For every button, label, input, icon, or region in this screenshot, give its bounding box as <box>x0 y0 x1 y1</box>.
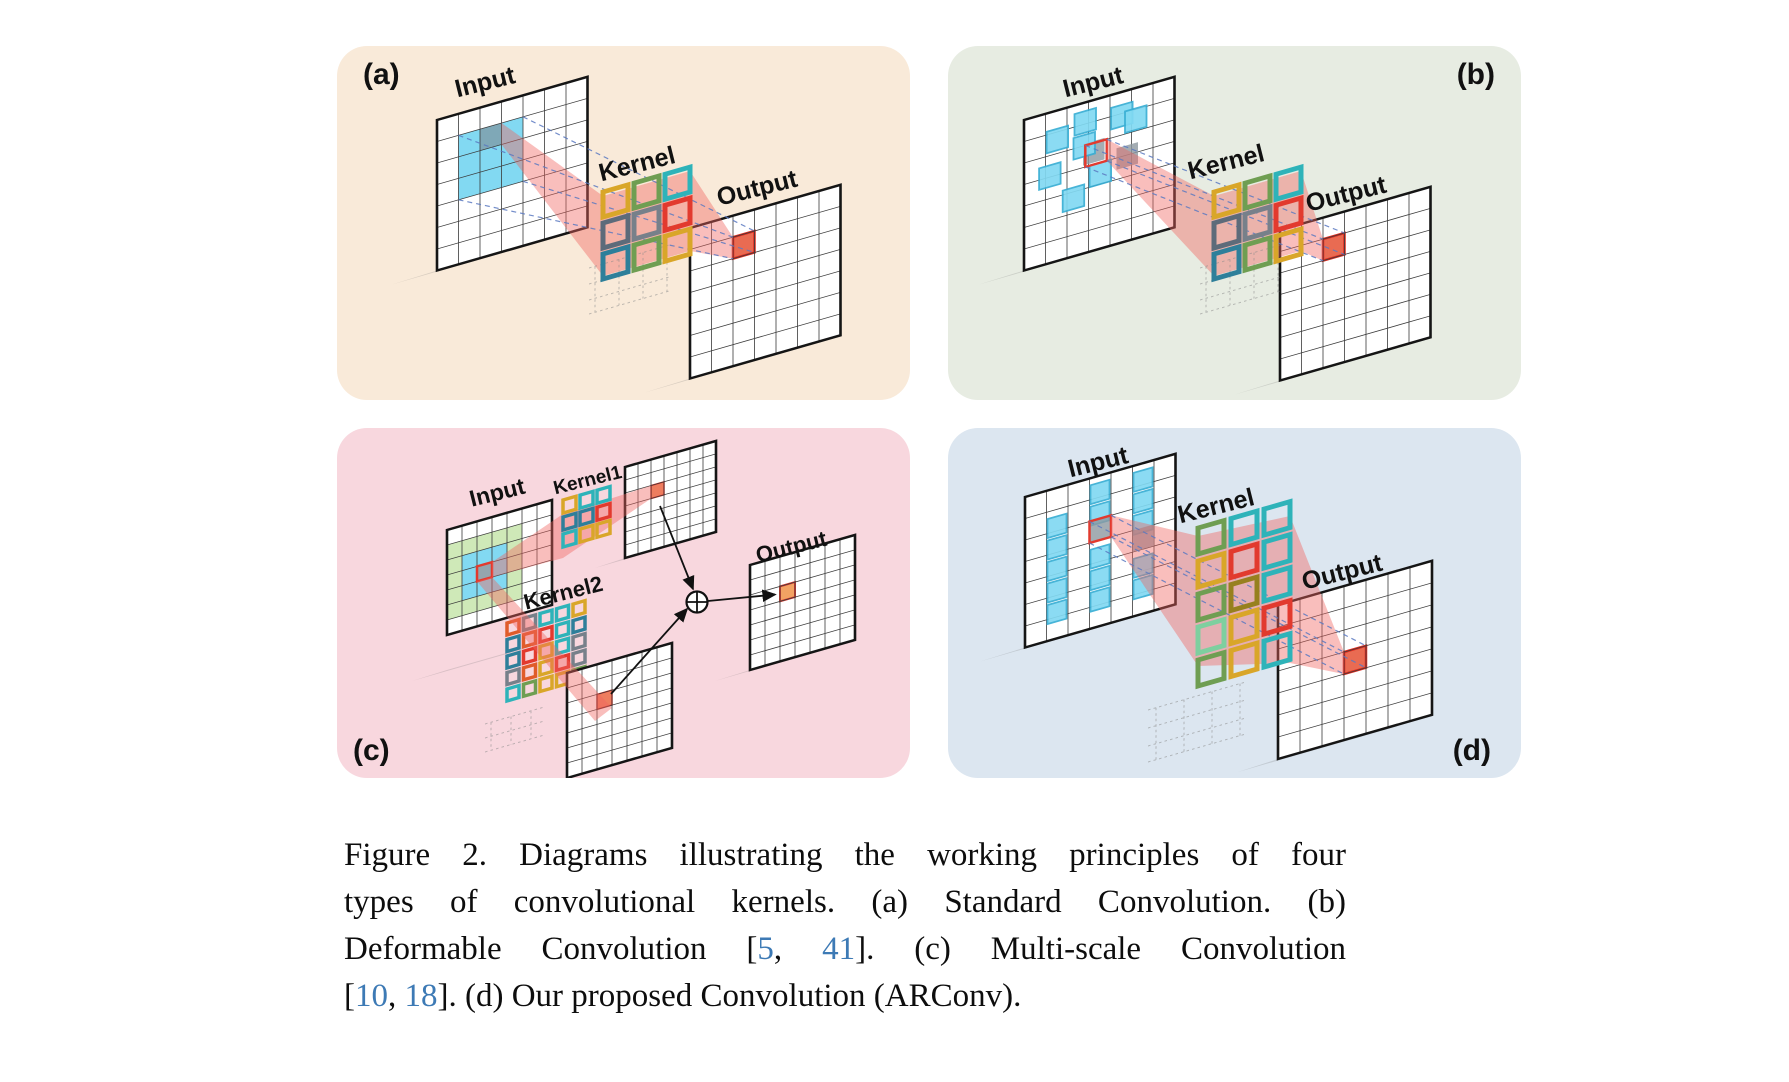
projection-line <box>1085 144 1324 240</box>
sample-point <box>1132 552 1154 580</box>
arrow-feature2-to-sum <box>610 607 689 695</box>
sample-point <box>1046 576 1068 604</box>
caption-line-1: Figure 2. Diagrams illustrating the work… <box>344 832 1346 879</box>
sample-point <box>1132 487 1154 515</box>
kernel2-shadow <box>485 706 545 753</box>
beam-kernel2 <box>477 577 612 721</box>
panel-a-diagram: Input Kernel Output <box>392 61 842 393</box>
feature2-grid <box>565 641 674 778</box>
output-grid <box>748 533 857 672</box>
input-grid <box>1023 452 1177 650</box>
citation-link-18[interactable]: 18 <box>404 978 438 1014</box>
kernel1-3x3 <box>561 484 612 550</box>
caption-text: types of convolutional kernels. (a) Stan… <box>344 884 1346 920</box>
arrow-feature1-to-sum <box>659 505 695 591</box>
panel-b-diagram: Input Kernel Output <box>979 61 1432 395</box>
panel-c-diagram: Input Kernel1 Kernel2 Output <box>412 439 857 778</box>
projection-line <box>1089 520 1345 653</box>
kernel-3x3 <box>600 163 693 283</box>
input-grid <box>1022 75 1176 273</box>
sample-point <box>1132 573 1154 601</box>
caption-line-4: [10, 18]. (d) Our proposed Convolution (… <box>344 973 1346 1020</box>
projection-line <box>522 180 755 254</box>
source-cell-outline <box>1084 137 1109 169</box>
source-cell-outline <box>475 560 494 584</box>
projection-line <box>1089 542 1345 675</box>
caption-text: , <box>388 978 405 1014</box>
deformable-sample <box>1038 161 1062 192</box>
output-cell-highlight <box>779 580 796 603</box>
projection-line <box>458 134 734 238</box>
caption-text: [ <box>344 978 355 1014</box>
deformable-sample <box>1061 183 1086 214</box>
feature1-cell-highlight <box>650 480 665 500</box>
panel-letter-b: (b) <box>1456 58 1495 91</box>
sample-point <box>1089 478 1111 506</box>
output-cell-highlight <box>731 229 756 261</box>
projection-line <box>522 116 755 232</box>
panel-d-arconv: Input Kernel Output (d) <box>948 428 1521 778</box>
citation-link-41[interactable]: 41 <box>822 931 856 967</box>
caption-text: , <box>773 931 823 967</box>
source-cell-outline <box>1088 513 1113 545</box>
input-grid <box>435 75 589 273</box>
panel-c-multiscale-convolution: Input Kernel1 Kernel2 Output (c) <box>337 428 910 778</box>
projection-line <box>1085 166 1324 262</box>
panel-letter-d: (d) <box>1452 734 1491 767</box>
projection-line <box>1106 160 1345 256</box>
sum-icon <box>685 590 709 614</box>
feature1-grid <box>623 439 718 560</box>
output-grid <box>1278 185 1432 383</box>
caption-line-2: types of convolutional kernels. (a) Stan… <box>344 879 1346 926</box>
figure-caption: Figure 2. Diagrams illustrating the work… <box>344 832 1346 1020</box>
projection-line <box>1110 536 1367 669</box>
projection-line <box>1110 514 1367 647</box>
sample-point <box>1046 512 1068 540</box>
arrow-sum-to-output <box>707 589 777 602</box>
citation-link-5[interactable]: 5 <box>757 931 774 967</box>
kernel-3x3 <box>1211 163 1304 283</box>
sample-point <box>1046 555 1068 583</box>
source-cell <box>480 123 502 151</box>
sample-point <box>1046 533 1068 561</box>
caption-text: ]. (c) Multi-scale Convolution <box>855 931 1347 967</box>
panel-b-deformable-convolution: Input Kernel Output (b) <box>948 46 1521 400</box>
output-cell-highlight <box>1342 644 1368 676</box>
source-cell <box>1089 515 1111 544</box>
input-label: Input <box>452 61 519 103</box>
sample-point <box>1089 564 1111 592</box>
citation-link-10[interactable]: 10 <box>355 978 388 1014</box>
deformable-sample <box>1045 124 1070 155</box>
output-grid <box>688 183 842 381</box>
caption-text: Figure 2. Diagrams illustrating the work… <box>344 837 1346 873</box>
caption-text: ]. (d) Our proposed Convolution (ARConv)… <box>437 978 1022 1014</box>
panel-d-diagram: Input Kernel Output <box>980 441 1434 772</box>
sample-cell-gray <box>1132 524 1154 553</box>
sample-point <box>1089 586 1111 613</box>
projection-line <box>458 199 734 260</box>
sample-point <box>1132 466 1154 494</box>
caption-line-3: Deformable Convolution [5, 41]. (c) Mult… <box>344 926 1346 973</box>
sample-point <box>1046 598 1068 626</box>
deformable-sample <box>1124 104 1148 135</box>
panel-a-standard-convolution: Input Kernel Output (a) <box>337 46 910 400</box>
projection-line <box>1106 138 1345 234</box>
kernel-shadow <box>1148 681 1244 763</box>
panel-letter-c: (c) <box>353 734 390 767</box>
caption-text: Deformable Convolution [ <box>344 931 758 967</box>
output-grid <box>1276 559 1434 761</box>
convolution-beam <box>501 123 733 276</box>
receptive-field-highlight <box>458 116 523 200</box>
input-grid <box>445 498 554 637</box>
deformable-sample <box>1073 106 1097 137</box>
input-label: Input <box>467 473 528 512</box>
panel-letter-a: (a) <box>363 58 400 91</box>
kernel-3x5-rectangular <box>1195 498 1293 690</box>
source-cell <box>477 562 492 582</box>
kernel2-5x5 <box>505 598 587 704</box>
